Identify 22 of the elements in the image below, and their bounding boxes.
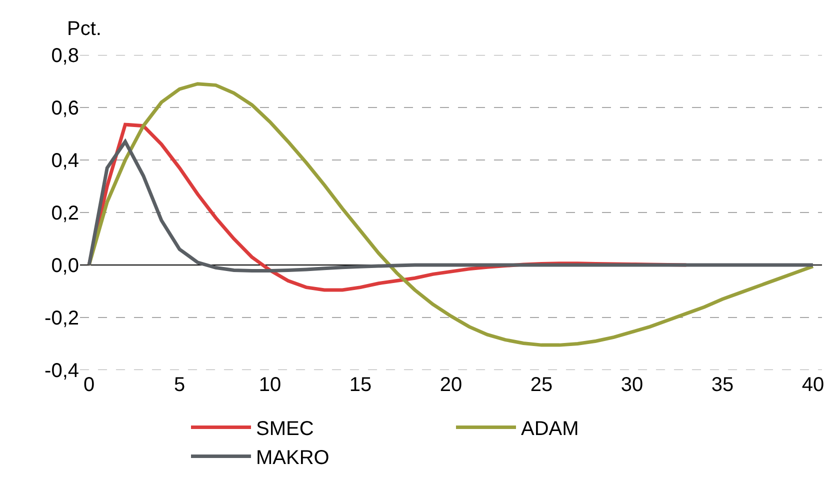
y-tick-label: 0,6 [51,98,79,120]
y-axis-title: Pct. [67,18,102,40]
line-series [87,82,815,347]
y-tick-label: 0,8 [51,45,79,67]
x-tick-label: 40 [802,374,824,396]
legend-label: SMEC [256,418,314,440]
y-tick-label: -0,4 [44,360,79,382]
legend-label: MAKRO [256,447,330,470]
legend-label: ADAM [521,418,579,440]
x-tick-label: 35 [711,374,734,396]
x-tick-label: 25 [530,374,553,396]
x-tick-label: 5 [174,374,186,396]
x-tick-label: 20 [440,374,462,396]
x-tick-label: 0 [83,374,95,396]
x-tick-label: 15 [349,374,372,396]
y-tick-label: 0,0 [51,255,79,277]
y-tick-label: 0,4 [51,150,79,172]
y-tick-label: -0,2 [44,308,79,330]
x-tick-label: 30 [620,374,644,396]
y-tick-label: 0,2 [51,202,79,224]
x-tick-label: 10 [258,374,282,396]
line-series [87,140,815,273]
